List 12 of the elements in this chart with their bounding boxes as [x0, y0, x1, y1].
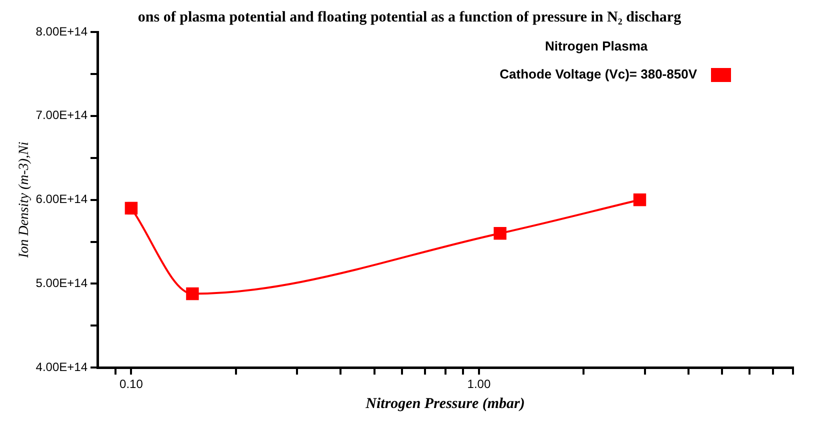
- x-tick-label: 0.10: [120, 377, 144, 392]
- x-axis-title: Nitrogen Pressure (mbar): [364, 396, 525, 412]
- x-tick-label: 1.00: [467, 377, 491, 392]
- legend-title: Nitrogen Plasma: [545, 38, 648, 54]
- legend-label: Cathode Voltage (Vc)= 380-850V: [500, 66, 698, 82]
- y-tick-label: 7.00E+14: [36, 108, 88, 122]
- chart-title: ons of plasma potential and floating potential as a function of pressure in N₂ discharg: [138, 9, 682, 26]
- y-tick-label: 8.00E+14: [36, 24, 88, 38]
- y-axis-title: Ion Density (m-3),Ni: [17, 142, 32, 259]
- y-tick-label: 5.00E+14: [36, 276, 88, 290]
- y-tick-label: 6.00E+14: [36, 192, 88, 206]
- y-tick-label: 4.00E+14: [36, 360, 88, 374]
